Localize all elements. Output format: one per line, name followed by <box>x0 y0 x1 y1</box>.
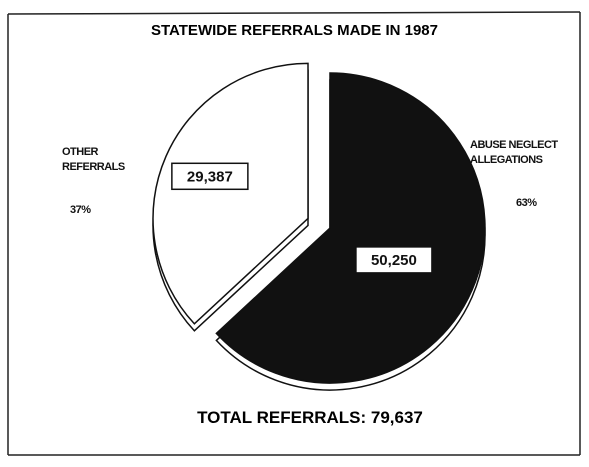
pie: 29,387 50,250 <box>152 62 486 391</box>
frame-top <box>7 11 581 15</box>
chart-title: STATEWIDE REFERRALS MADE IN 1987 <box>151 22 438 39</box>
percent-label: 37% <box>70 204 91 216</box>
value-label: 29,387 <box>187 168 233 185</box>
total-annotation: TOTAL REFERRALS: 79,637 <box>197 408 423 427</box>
category-label: OTHER REFERRALS <box>62 146 125 173</box>
percent-label: 63% <box>516 197 537 209</box>
category-label: ABUSE NEGLECT ALLEGATIONS <box>470 139 558 166</box>
value-label: 50,250 <box>371 252 417 269</box>
slice <box>152 62 309 325</box>
slice <box>215 72 486 384</box>
value-label-box <box>171 162 249 191</box>
value-label-box <box>355 246 433 274</box>
